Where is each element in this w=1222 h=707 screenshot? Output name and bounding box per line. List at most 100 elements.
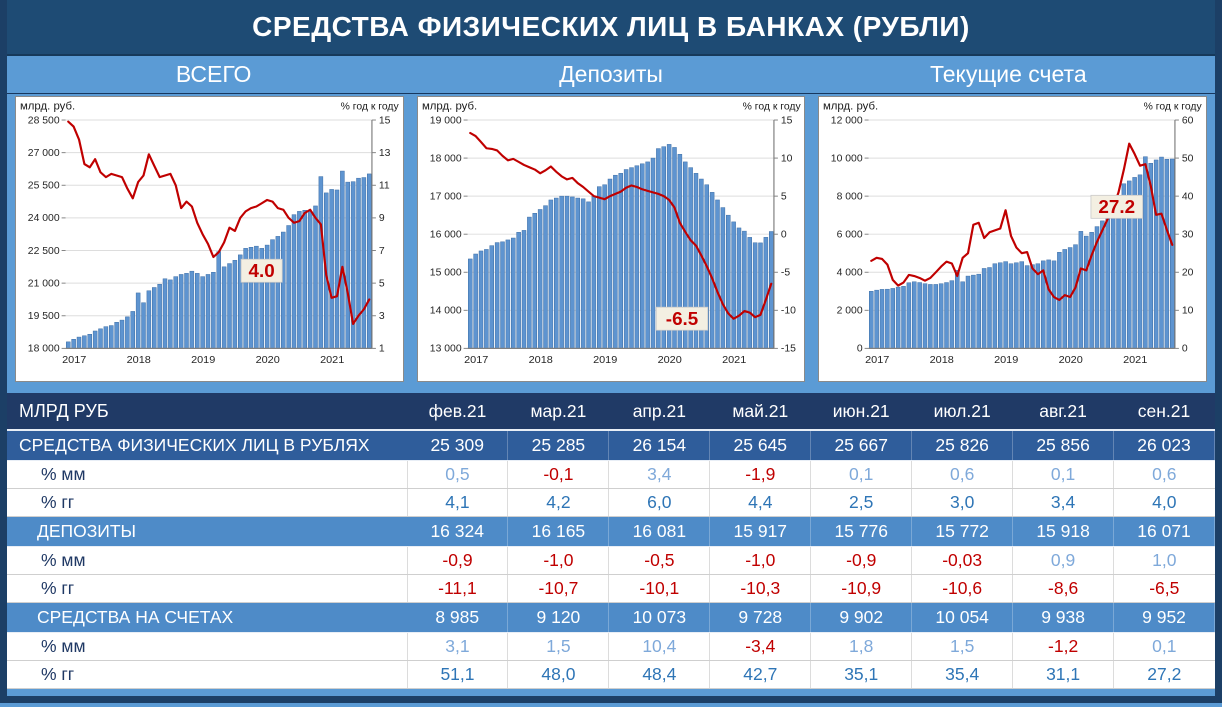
bars-series <box>467 144 774 349</box>
table-cell: 35,4 <box>911 660 1014 689</box>
y-right-tick-label: 0 <box>1182 344 1188 355</box>
annotation-label: -6.5 <box>665 308 697 329</box>
chart-panel-deposits: 19 000 18 000 17 000 16 000 15 000 14 000 13 0… <box>416 96 806 382</box>
yoy-line <box>67 120 371 325</box>
table-cell: 0,1 <box>1012 460 1115 489</box>
row-label: % гг <box>7 574 408 603</box>
table-cell: 9 952 <box>1113 601 1215 633</box>
chart-title-deposits: Депозиты <box>559 61 663 87</box>
y-left-tick-label: 24 000 <box>28 213 60 224</box>
table-cell: 16 165 <box>507 515 610 547</box>
y-right-tick-label: 3 <box>379 311 385 322</box>
y-right-tick-label: 5 <box>379 279 385 290</box>
table-cell: 10 073 <box>608 601 711 633</box>
unit-right-label: % год к году <box>1144 102 1203 113</box>
x-year-label: 2021 <box>1123 354 1147 366</box>
annotation-label: 27.2 <box>1099 196 1136 217</box>
y-left-tick-label: 18 000 <box>429 154 461 165</box>
y-left-tick-label: 19 000 <box>429 116 461 127</box>
x-year-label: 2021 <box>320 354 344 366</box>
table-cell: 0,5 <box>407 460 509 489</box>
table-cell: 48,4 <box>608 660 711 689</box>
y-right-tick-label: 13 <box>379 148 391 159</box>
table-cell: 1,8 <box>810 632 913 661</box>
y-right-tick-label: 20 <box>1182 268 1194 279</box>
table-cell: -10,7 <box>507 574 610 603</box>
month-column-header: апр.21 <box>608 393 710 431</box>
y-left-tick-label: 18 000 <box>28 344 60 355</box>
row-label: СРЕДСТВА НА СЧЕТАХ <box>7 601 407 633</box>
table-cell: 0,1 <box>810 460 913 489</box>
x-year-label: 2021 <box>722 354 746 366</box>
y-right-tick-label: 10 <box>1182 306 1194 317</box>
table-cell: -1,9 <box>709 460 812 489</box>
table-cell: 0,6 <box>911 460 1014 489</box>
y-right-tick-label: -10 <box>781 306 796 317</box>
table-cell: -0,1 <box>507 460 610 489</box>
y-right-tick-label: 15 <box>781 116 793 127</box>
x-year-label: 2018 <box>127 354 151 366</box>
y-right-tick-label: 0 <box>781 230 787 241</box>
month-column-header: май.21 <box>709 393 811 431</box>
y-left-tick-label: 2 000 <box>837 306 863 317</box>
table-cell: 15 917 <box>709 515 812 547</box>
x-year-label: 2018 <box>528 354 552 366</box>
row-label: ДЕПОЗИТЫ <box>7 515 407 547</box>
chart-title-accounts: Текущие счета <box>929 61 1087 87</box>
x-year-label: 2017 <box>865 354 889 366</box>
y-right-tick-label: 50 <box>1182 154 1194 165</box>
table-cell: 42,7 <box>709 660 812 689</box>
row-label: % гг <box>7 660 408 689</box>
table-cell: -10,6 <box>911 574 1014 603</box>
y-left-tick-label: 12 000 <box>831 116 863 127</box>
table-cell: 27,2 <box>1113 660 1215 689</box>
y-left-tick-label: 19 500 <box>28 311 60 322</box>
charts-row: 28 500 27 000 25 500 24 000 22 500 21 000 19 5… <box>7 93 1215 390</box>
chart-accounts-svg: 12 000 10 000 8 000 6 000 4 000 2 000 0 60 50 40 3… <box>823 101 1203 366</box>
y-left-tick-label: 17 000 <box>429 192 461 203</box>
table-cell: -10,1 <box>608 574 711 603</box>
y-right-tick-label: 1 <box>379 344 385 355</box>
y-right-tick-label: 11 <box>379 181 390 192</box>
table-cell: 25 285 <box>507 429 610 461</box>
y-left-tick-label: 27 000 <box>28 148 60 159</box>
y-right-tick-label: 7 <box>379 246 385 257</box>
table-cell: 8 985 <box>407 601 509 633</box>
annotation-box <box>240 258 283 283</box>
y-left-tick-label: 6 000 <box>837 230 863 241</box>
table-cell: 16 324 <box>407 515 509 547</box>
table-section: МЛРД РУБ фев.21 мар.21 апр.21 май.21 июн.21 ию… <box>7 390 1215 689</box>
table-row: % гг 4,1 4,2 6,0 4,4 2,5 3,0 3,4 4,0 <box>7 488 1215 517</box>
y-left-tick-label: 28 500 <box>28 116 60 127</box>
table-cell: -0,9 <box>810 546 913 575</box>
table-cell: 0,9 <box>1012 546 1115 575</box>
table-cell: 16 081 <box>608 515 711 547</box>
table-cell: 1,0 <box>1113 546 1215 575</box>
y-left-tick-label: 16 000 <box>429 230 461 241</box>
table-cell: 9 728 <box>709 601 812 633</box>
unit-left-label: млрд. руб. <box>422 101 477 113</box>
chart-deposits-svg: 19 000 18 000 17 000 16 000 15 000 14 000 13 0… <box>422 101 802 366</box>
table-cell: 4,0 <box>1113 488 1215 517</box>
row-label: % мм <box>7 632 408 661</box>
table-cell: -0,9 <box>407 546 509 575</box>
table-cell: 6,0 <box>608 488 711 517</box>
table-cell: -1,0 <box>507 546 610 575</box>
y-right-tick-label: -5 <box>781 268 791 279</box>
table-cell: 0,6 <box>1113 460 1215 489</box>
table-cell: -6,5 <box>1113 574 1215 603</box>
row-label: % мм <box>7 546 408 575</box>
table-cell: 3,0 <box>911 488 1014 517</box>
table-cell: -0,03 <box>911 546 1014 575</box>
table-cell: 51,1 <box>407 660 509 689</box>
table-cell: -3,4 <box>709 632 812 661</box>
table-cell: -0,5 <box>608 546 711 575</box>
table-cell: 15 918 <box>1012 515 1115 547</box>
table-cell: -8,6 <box>1012 574 1115 603</box>
table-cell: 3,1 <box>407 632 509 661</box>
y-right-tick-label: 60 <box>1182 116 1194 127</box>
row-label: СРЕДСТВА ФИЗИЧЕСКИХ ЛИЦ В РУБЛЯХ <box>7 429 407 461</box>
table-cell: 48,0 <box>507 660 610 689</box>
